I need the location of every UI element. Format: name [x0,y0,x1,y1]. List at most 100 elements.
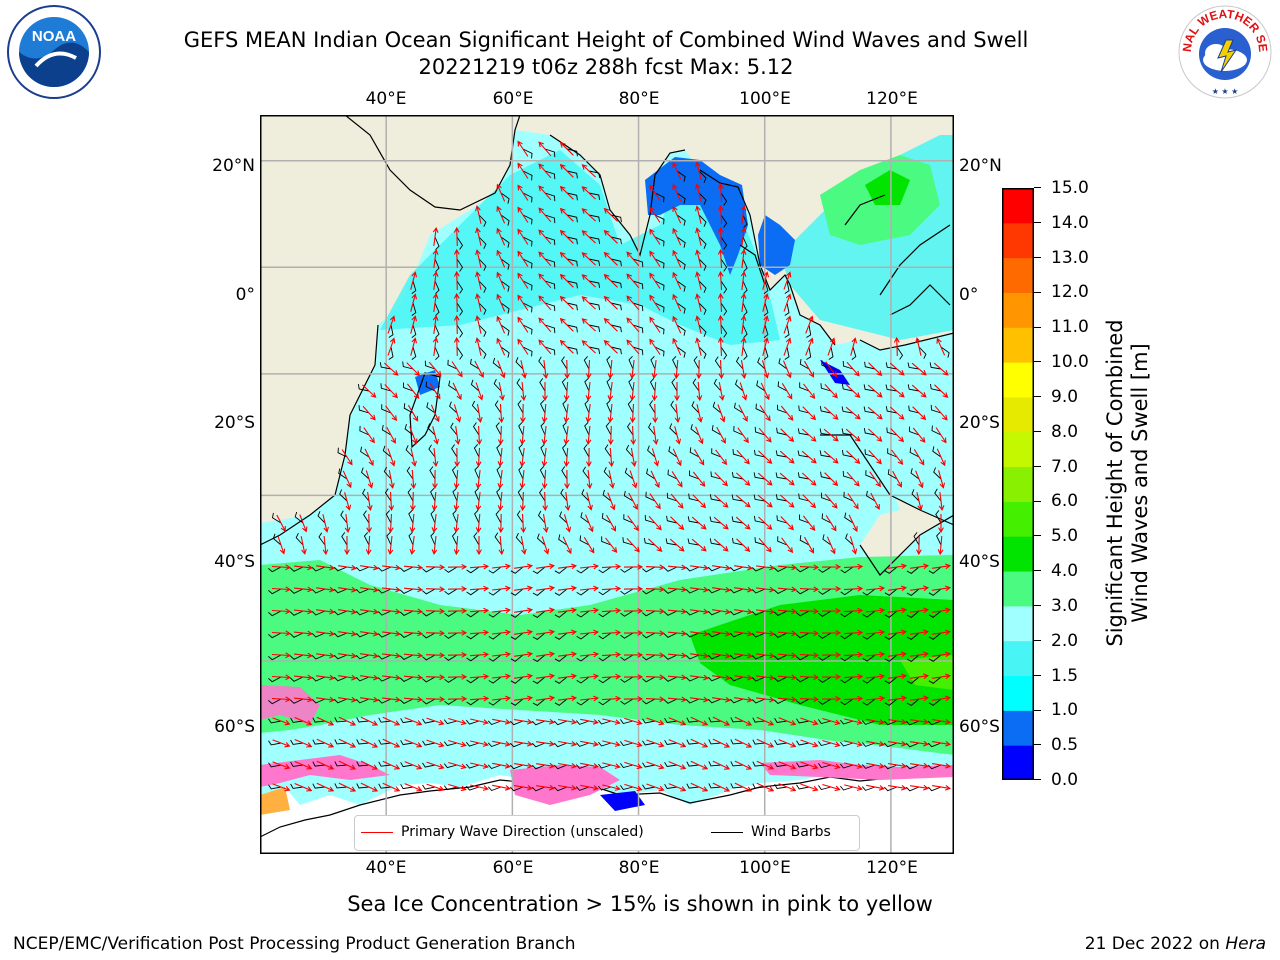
wind-barb [399,698,414,704]
wave-direction-arrow [580,740,599,747]
wave-direction-arrow [759,405,771,422]
wind-barb [478,258,487,271]
wave-direction-arrow [316,652,336,659]
wave-direction-arrow [432,426,440,445]
wind-barb [268,632,282,639]
wind-barb [509,786,524,792]
wind-barb [610,280,622,289]
wind-barb [730,761,744,767]
wind-barb [711,425,722,436]
noaa-logo-text: NOAA [32,28,76,45]
colorbar-tick-mark [1034,431,1041,432]
wind-barb [562,422,568,436]
wind-barb [360,446,370,458]
wind-barb [487,786,502,792]
wave-direction-arrow [403,630,424,637]
wave-direction-arrow [492,784,511,791]
wave-direction-arrow [426,783,445,792]
wind-barb [359,425,370,436]
wind-barb [663,654,678,660]
wave-direction-arrow [538,295,552,311]
wind-barb [698,170,707,183]
wind-barb [500,258,510,270]
wind-barb [422,610,436,617]
wave-direction-arrow [492,563,512,570]
wave-direction-arrow [492,740,511,747]
wave-direction-arrow [432,292,439,312]
wave-direction-arrow [629,382,636,402]
wave-direction-arrow [383,362,399,376]
wave-height-map [260,115,954,854]
wind-barb [444,588,458,595]
wave-direction-arrow [649,338,661,355]
wave-direction-arrow [651,448,660,467]
wave-direction-arrow [696,404,703,423]
wave-direction-arrow [718,359,725,380]
wave-direction-arrow [271,652,292,659]
wind-barb [337,447,348,458]
wind-barb [840,632,854,640]
wind-barb [729,632,744,638]
wind-barb [623,514,634,524]
wind-barb [554,588,568,596]
wave-direction-arrow [410,491,416,512]
wind-barb [554,566,568,574]
wave-direction-arrow [338,738,357,748]
wave-direction-arrow [712,564,732,571]
wave-direction-arrow [558,629,578,636]
wave-direction-arrow [601,607,622,614]
wind-barb [752,783,766,789]
wave-direction-arrow [849,536,858,555]
wave-direction-arrow [448,761,467,770]
wind-barb [532,632,546,640]
wind-barb [664,717,678,723]
wind-barb [358,405,370,414]
wind-barb [478,236,487,249]
wind-barb [444,632,458,639]
wave-direction-arrow [934,405,948,421]
wind-barb [598,654,612,662]
wave-direction-arrow [778,761,797,770]
wave-direction-arrow [933,362,949,376]
wave-direction-arrow [536,762,556,769]
wind-barb [588,302,601,310]
wave-direction-arrow [800,739,819,748]
wind-barb [906,588,920,596]
wind-barb [544,170,556,180]
wave-direction-arrow [734,564,754,571]
wave-direction-arrow [475,513,482,534]
wind-barb [733,425,744,436]
wave-direction-arrow [365,470,374,489]
wind-barb [333,566,348,572]
wind-barb [474,465,480,480]
legend-swatch-black [711,831,743,833]
wave-direction-arrow [453,270,460,291]
wave-direction-arrow [843,651,864,658]
wave-direction-arrow [734,716,753,726]
wave-direction-arrow [338,608,358,615]
wave-direction-arrow [453,492,460,512]
wind-barb [566,170,578,179]
lon-label-top: 40°E [365,89,407,109]
wind-barb [466,676,480,684]
wind-barb [443,785,458,791]
wave-direction-arrow [382,738,401,748]
wind-barb [610,346,622,355]
wave-direction-arrow [827,337,836,356]
wave-direction-arrow [645,696,666,703]
wave-direction-arrow [889,384,905,398]
wave-direction-arrow [520,513,527,534]
wave-direction-arrow [520,403,526,424]
wind-barb [623,490,634,502]
wind-barb [707,654,722,660]
wind-barb [553,786,568,792]
wave-direction-arrow [580,563,600,570]
wind-barb [537,510,546,524]
wave-direction-arrow [915,337,922,356]
wave-direction-arrow [564,492,571,512]
colorbar-tick-label: 9.0 [1051,386,1079,407]
wind-barb [540,443,546,458]
wave-direction-arrow [740,248,747,268]
wind-barb [906,632,920,640]
wind-barb [268,676,282,683]
